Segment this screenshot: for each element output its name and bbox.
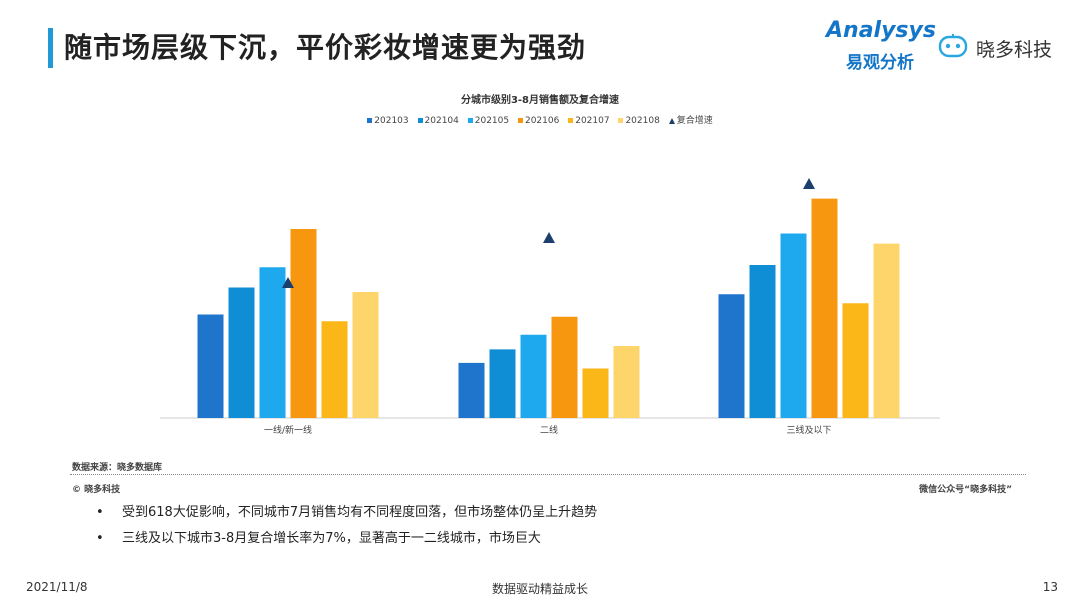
bar-202106-1 [551,316,578,418]
bar-202105-0 [259,267,286,418]
legend-label: 202106 [524,116,560,126]
bullet-dot-icon: • [96,531,104,546]
analysys-logo-text: Analysys [826,18,936,43]
bar-202104-0 [228,287,255,418]
x-tick-label: 二线 [540,424,558,436]
legend-swatch [367,118,373,123]
bullet-text: 三线及以下城市3-8月复合增长率为7%，显著高于一二线城市，市场巨大 [122,531,541,546]
bullet-item: • 三线及以下城市3-8月复合增长率为7%，显著高于一二线城市，市场巨大 [96,529,597,555]
growth-marker-1 [543,232,555,243]
page-title: 随市场层级下沉，平价彩妆增速更为强劲 [64,31,587,64]
bar-202105-1 [520,334,547,418]
legend-label: 202105 [474,116,510,126]
bar-202108-0 [352,292,379,418]
bar-202105-2 [780,233,807,418]
data-source-note: 数据来源：晓多数据库 [72,463,163,473]
bar-202103-2 [718,294,745,418]
bar-202104-1 [489,349,516,418]
copyright-note: © 晓多科技 [72,485,121,495]
bar-202106-0 [290,229,317,418]
legend-label: 复合增速 [676,116,713,126]
legend-swatch [417,118,423,123]
legend-swatch [568,118,574,123]
wechat-note: 微信公众号“晓多科技” [919,485,1012,495]
legend-swatch [618,118,624,123]
bar-202107-1 [582,368,609,418]
growth-marker-2 [803,178,815,189]
bar-202103-1 [458,362,485,418]
bar-202107-2 [842,303,869,418]
bullet-item: • 受到618大促影响，不同城市7月销售均有不同程度回落，但市场整体仍呈上升趋势 [96,503,597,529]
bar-202108-1 [613,346,640,418]
title-accent-bar [48,28,53,68]
analysys-logo-cn: 易观分析 [846,53,914,73]
legend-label: 202104 [424,116,459,126]
legend-label: 202107 [575,116,610,126]
footer-slogan: 数据驱动精益成长 [491,582,588,596]
x-tick-label: 三线及以下 [786,424,831,436]
bullet-list: • 受到618大促影响，不同城市7月销售均有不同程度回落，但市场整体仍呈上升趋势 … [96,503,597,555]
legend-triangle-icon [668,117,675,124]
legend-label: 202108 [625,116,660,126]
analysys-logo: Analysys 易观分析 [826,18,936,73]
bar-202104-2 [749,265,776,418]
growth-marker-0 [282,277,294,288]
legend-item-202106: 202106 [517,116,560,126]
bullet-dot-icon: • [96,505,104,520]
bar-202107-0 [321,321,348,418]
bar-202106-2 [811,198,838,418]
chart-legend: 202103 202104 202105 202106 202107 20210… [0,113,1080,126]
page-number: 13 [1042,580,1058,594]
bar-202108-2 [873,243,900,418]
chart-title: 分城市级别3-8月销售额及复合增速 [460,95,620,106]
xiaoduo-logo-text: 晓多科技 [976,39,1053,61]
footer-date: 2021/11/8 [26,580,88,594]
divider [70,474,1026,475]
robot-icon [938,34,968,58]
legend-label: 202103 [374,116,409,126]
legend-swatch [467,118,473,123]
bar-202103-0 [197,314,224,418]
bullet-text: 受到618大促影响，不同城市7月销售均有不同程度回落，但市场整体仍呈上升趋势 [122,505,598,520]
legend-item-growth: 复合增速 [668,113,713,126]
legend-item-202107: 202107 [568,116,610,126]
x-tick-label: 一线/新一线 [264,424,312,436]
legend-item-202103: 202103 [367,116,409,126]
legend-swatch [517,118,523,123]
legend-item-202105: 202105 [467,116,510,126]
legend-item-202108: 202108 [618,116,660,126]
legend-item-202104: 202104 [417,116,459,126]
